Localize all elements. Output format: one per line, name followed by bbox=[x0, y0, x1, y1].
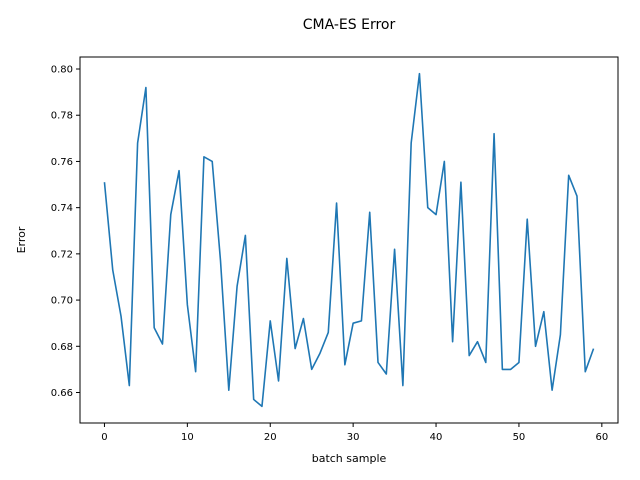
x-tick-label: 10 bbox=[181, 432, 194, 443]
y-tick-label: 0.76 bbox=[51, 157, 73, 168]
x-tick-label: 50 bbox=[513, 432, 526, 443]
x-tick-label: 0 bbox=[101, 432, 107, 443]
y-axis-ticks: 0.66 0.68 0.70 0.72 0.74 0.76 0.78 0.80 bbox=[51, 65, 80, 399]
y-tick-label: 0.72 bbox=[51, 249, 73, 260]
x-tick-label: 60 bbox=[595, 432, 608, 443]
y-tick-label: 0.68 bbox=[51, 342, 73, 353]
x-tick-label: 30 bbox=[347, 432, 360, 443]
plot-frame bbox=[79, 56, 619, 424]
plot-series bbox=[103, 72, 595, 408]
x-axis-ticks: 0 10 20 30 40 50 60 bbox=[101, 423, 608, 443]
x-tick-label: 20 bbox=[264, 432, 277, 443]
y-tick-label: 0.80 bbox=[51, 65, 73, 76]
y-tick-label: 0.78 bbox=[51, 111, 73, 122]
y-tick-label: 0.74 bbox=[51, 203, 73, 214]
x-axis-label: batch sample bbox=[312, 452, 387, 465]
chart-title: CMA-ES Error bbox=[303, 17, 396, 33]
y-tick-label: 0.70 bbox=[51, 296, 73, 307]
series-line bbox=[103, 72, 595, 408]
y-axis-label: Error bbox=[15, 226, 28, 253]
y-tick-label: 0.66 bbox=[51, 388, 73, 399]
x-tick-label: 40 bbox=[430, 432, 443, 443]
